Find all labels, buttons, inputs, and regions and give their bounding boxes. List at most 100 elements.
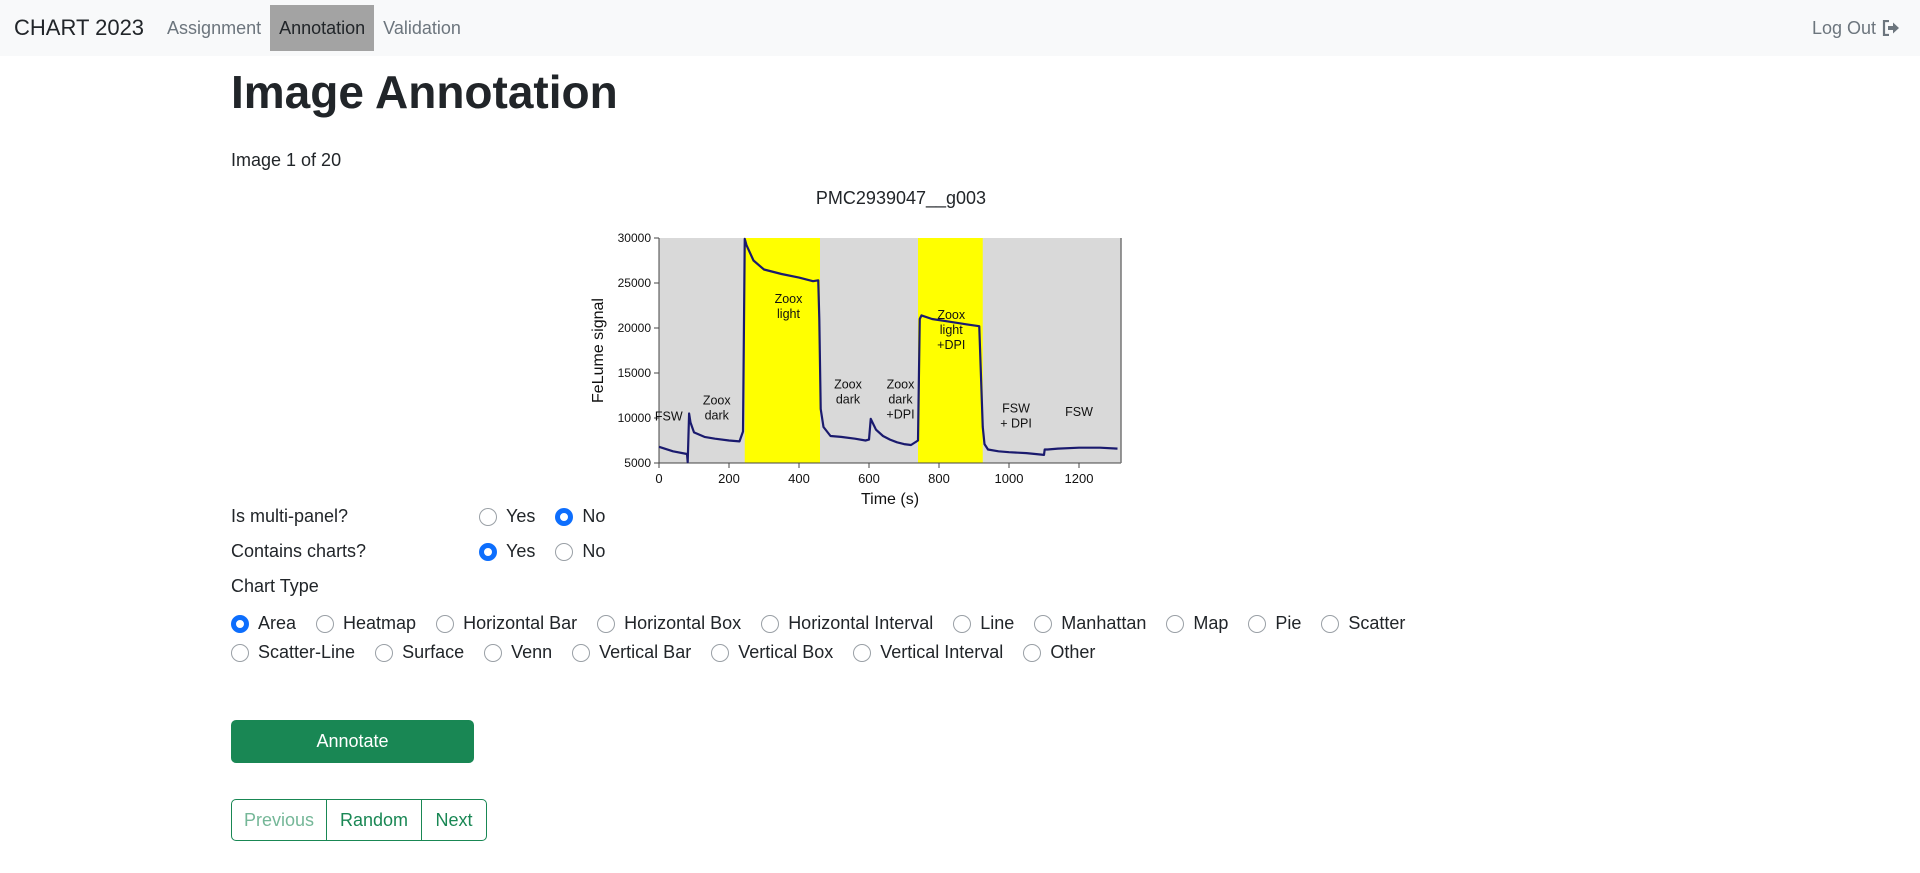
annotation-line: Zoox [703,394,732,408]
chart-type-option-heatmap[interactable]: Heatmap [316,613,416,634]
previous-button[interactable]: Previous [232,800,327,840]
chart-type-radio-area[interactable] [231,614,249,633]
shaded-region [918,238,983,463]
chart-type-label-line: Line [980,613,1015,633]
chart-type-label-area: Area [258,613,297,633]
multipanel-yes-label: Yes [506,506,536,526]
chart-type-option-other[interactable]: Other [1023,642,1095,663]
annotation-label: FSW [1065,405,1093,419]
chart-type-label-horizontal-bar: Horizontal Bar [463,613,578,633]
random-button[interactable]: Random [327,800,422,840]
chart-type-label-scatter-line: Scatter-Line [258,642,356,662]
annotation-line: dark [836,392,861,406]
nav-assignment[interactable]: Assignment [167,17,262,38]
sign-out-icon [1882,20,1899,36]
chart-type-option-area[interactable]: Area [231,613,296,634]
x-tick-label: 600 [858,471,880,486]
multipanel-row: Is multi-panel? Yes No [231,506,625,527]
y-axis-label: FeLume signal [590,298,607,403]
chart-type-option-horizontal-box[interactable]: Horizontal Box [597,613,741,634]
next-button[interactable]: Next [435,809,473,830]
logout-link[interactable]: Log Out [1812,0,1900,56]
chart-type-radio-venn[interactable] [484,643,503,662]
multipanel-label: Is multi-panel? [231,506,349,526]
contains-charts-row: Contains charts? Yes No [231,541,625,562]
chart-type-option-horizontal-interval[interactable]: Horizontal Interval [761,613,933,634]
figure-title: PMC2939047__g003 [815,188,987,208]
chart-type-radio-pie[interactable] [1248,614,1267,633]
chart-type-option-horizontal-bar[interactable]: Horizontal Bar [436,613,577,634]
chart-type-option-vertical-bar[interactable]: Vertical Bar [572,642,691,663]
x-tick-label: 1000 [995,471,1024,486]
x-tick-label: 400 [788,471,810,486]
annotation-label: Zoox light [775,292,804,321]
annotation-line: dark [888,392,913,406]
chart-type-label-vertical-box: Vertical Box [738,642,834,662]
chart-type-label-horizontal-interval: Horizontal Interval [788,613,934,633]
nav-annotation[interactable]: Annotation [270,5,375,51]
annotation-label: FSW [655,410,683,424]
chart-type-option-vertical-interval[interactable]: Vertical Interval [853,642,1003,663]
multipanel-no-option[interactable]: No [555,506,605,527]
y-tick-label: 5000 [624,456,651,470]
chart-type-radio-scatter[interactable] [1321,614,1340,633]
y-tick-label: 20000 [618,321,652,335]
chart-type-label-other: Other [1050,642,1096,662]
brand[interactable]: CHART 2023 [14,15,145,40]
annotation-line: +DPI [937,338,965,352]
annotation-line: + DPI [1000,417,1032,431]
x-axis-label: Time (s) [861,491,919,508]
chart-type-option-manhattan[interactable]: Manhattan [1034,613,1146,634]
shaded-region [744,238,820,463]
x-tick-label: 800 [928,471,950,486]
y-tick-label: 15000 [618,366,652,380]
chart-type-radio-heatmap[interactable] [316,614,335,633]
annotation-line: light [940,323,963,337]
annotation-label: Zoox dark [834,377,863,406]
contains-yes-radio[interactable] [479,542,497,561]
chart-type-radio-horizontal-interval[interactable] [761,614,780,633]
chart-type-radio-surface[interactable] [375,643,394,662]
multipanel-no-radio[interactable] [555,507,574,526]
chart-type-radio-line[interactable] [953,614,972,633]
chart-type-radio-map[interactable] [1166,614,1185,633]
annotation-label: Zoox dark [703,394,732,423]
annotate-button[interactable]: Annotate [231,720,474,763]
contains-yes-option[interactable]: Yes [479,541,535,562]
y-tick-label: 25000 [618,276,652,290]
annotation-line: Zoox [834,377,863,391]
chart-type-option-map[interactable]: Map [1166,613,1228,634]
annotation-line: Zoox [937,308,966,322]
chart-type-row-1: Area Heatmap Horizontal Bar Horizontal Box H… [231,609,1531,638]
chart-type-label-scatter: Scatter [1348,613,1406,633]
contains-no-label: No [582,541,606,561]
chart-type-radio-vertical-interval[interactable] [853,643,872,662]
chart-type-radio-vertical-bar[interactable] [572,643,591,662]
chart-type-option-scatter[interactable]: Scatter [1321,613,1405,634]
y-tick-label: 10000 [618,411,652,425]
chart-type-option-surface[interactable]: Surface [375,642,464,663]
chart-type-radio-other[interactable] [1023,643,1042,662]
chart-type-label: Chart Type [231,576,319,596]
chart-type-option-vertical-box[interactable]: Vertical Box [711,642,833,663]
multipanel-yes-option[interactable]: Yes [479,506,535,527]
contains-no-radio[interactable] [555,542,574,561]
chart-type-label-vertical-bar: Vertical Bar [599,642,692,662]
chart-type-option-venn[interactable]: Venn [484,642,552,663]
chart-type-radio-manhattan[interactable] [1034,614,1053,633]
chart-type-option-pie[interactable]: Pie [1248,613,1301,634]
chart-type-label-map: Map [1193,613,1229,633]
annotation-line: Zoox [775,292,804,306]
chart-type-radio-horizontal-box[interactable] [597,614,616,633]
figure-chart: 5000 10000 15000 20000 25000 30000 0 200 400 600 8… [590,231,1122,508]
annotation-label: Zoox dark +DPI [886,377,915,421]
chart-type-radio-scatter-line[interactable] [231,643,249,662]
chart-type-option-scatter-line[interactable]: Scatter-Line [231,642,355,663]
chart-type-option-line[interactable]: Line [953,613,1014,634]
x-tick-label: 0 [655,471,662,486]
chart-type-radio-horizontal-bar[interactable] [436,614,455,633]
nav-validation[interactable]: Validation [383,17,461,38]
multipanel-yes-radio[interactable] [479,507,497,526]
contains-no-option[interactable]: No [555,541,605,562]
chart-type-radio-vertical-box[interactable] [711,643,730,662]
